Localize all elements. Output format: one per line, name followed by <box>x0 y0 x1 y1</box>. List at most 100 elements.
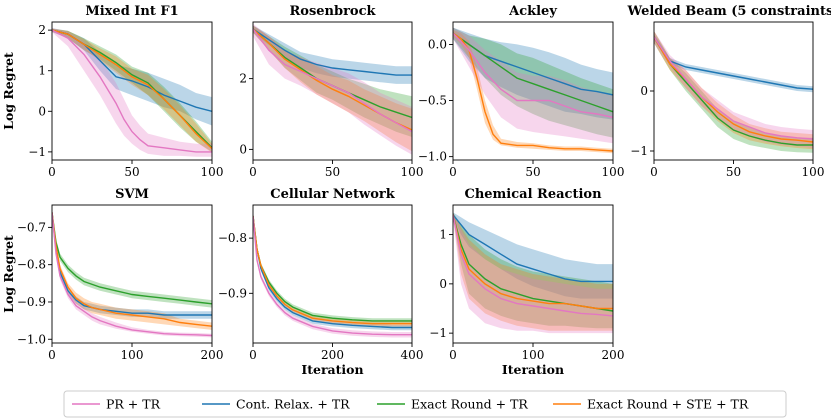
band-exact-round-ste-tr <box>253 213 412 327</box>
y-tick-label: −0.5 <box>418 94 447 108</box>
line-exact-round-tr <box>654 36 813 146</box>
line-exact-round-tr <box>453 32 613 113</box>
y-tick-label: 2 <box>239 72 247 86</box>
plot-area <box>253 23 412 155</box>
x-tick-label: 200 <box>321 348 344 362</box>
line-cont-relax-tr <box>453 214 613 283</box>
x-tick-label: 200 <box>201 348 224 362</box>
x-tick-label: 50 <box>726 165 741 179</box>
line-pr-tr <box>453 214 613 317</box>
line-pr-tr <box>253 28 412 133</box>
subplot-title: Ackley <box>508 4 557 19</box>
band-cont-relax-tr <box>654 34 813 93</box>
band-cont-relax-tr <box>453 27 613 120</box>
y-tick-label: −1 <box>630 144 648 158</box>
legend: PR + TR Cont. Relax. + TR Exact Round + … <box>63 390 787 418</box>
x-tick-label: 200 <box>602 348 625 362</box>
x-tick-label: 0 <box>48 348 56 362</box>
x-tick-label: 400 <box>401 348 424 362</box>
x-tick-label: 0 <box>650 165 658 179</box>
legend-label-exact-round-ste-tr: Exact Round + STE + TR <box>587 397 749 412</box>
x-tick-label: 50 <box>525 165 540 179</box>
subplot-title: Cellular Network <box>270 187 396 202</box>
band-exact-round-ste-tr <box>52 28 212 153</box>
y-tick-label: −1 <box>28 145 46 159</box>
y-tick-label: −0.8 <box>218 231 247 245</box>
line-pr-tr <box>453 32 613 119</box>
y-tick-label: −0.9 <box>17 295 46 309</box>
band-exact-round-tr <box>52 28 212 152</box>
subplot-title: SVM <box>115 187 149 202</box>
band-exact-round-tr <box>453 212 613 329</box>
y-axis-label: Log Regret <box>1 52 16 130</box>
band-pr-tr <box>52 28 212 157</box>
y-tick-label: 0 <box>239 142 247 156</box>
x-tick-label: 0 <box>249 165 257 179</box>
legend-frame <box>63 390 787 418</box>
y-axis-label: Log Regret <box>1 235 16 313</box>
line-cont-relax-tr <box>654 36 813 90</box>
subplot-title: Welded Beam (5 constraints) <box>627 4 831 19</box>
plot-area <box>453 212 613 334</box>
x-tick-label: 100 <box>201 165 224 179</box>
band-exact-round-tr <box>453 27 613 138</box>
line-pr-tr <box>253 215 412 336</box>
band-exact-round-ste-tr <box>453 212 613 331</box>
y-tick-label: −0.8 <box>17 258 46 272</box>
x-tick-label: 100 <box>121 348 144 362</box>
y-tick-label: 2 <box>38 23 46 37</box>
x-tick-label: 100 <box>401 165 424 179</box>
line-pr-tr <box>52 29 212 153</box>
y-tick-label: −0.9 <box>218 286 247 300</box>
line-exact-round-ste-tr <box>253 215 412 325</box>
y-tick-label: −1 <box>429 326 447 340</box>
y-tick-label: 0 <box>640 84 648 98</box>
subplot-title: Chemical Reaction <box>464 187 602 202</box>
y-tick-label: −1.0 <box>17 332 46 346</box>
line-pr-tr <box>654 36 813 140</box>
plot-area <box>253 213 412 338</box>
x-tick-label: 100 <box>802 165 825 179</box>
y-tick-label: 0 <box>38 104 46 118</box>
band-exact-round-ste-tr <box>453 29 613 154</box>
subplot-title: Rosenbrock <box>289 4 376 19</box>
y-tick-label: −1.0 <box>418 150 447 164</box>
plot-area <box>654 31 813 153</box>
band-exact-round-tr <box>52 208 212 308</box>
x-tick-label: 50 <box>124 165 139 179</box>
y-tick-label: −0.7 <box>17 220 46 234</box>
x-tick-label: 0 <box>48 165 56 179</box>
x-tick-label: 0 <box>449 348 457 362</box>
band-cont-relax-tr <box>453 212 613 299</box>
subplot-cellular-network: 0 200 400 −0.9 −0.8 Cellular Network Iteration <box>218 187 424 377</box>
line-cont-relax-tr <box>253 215 412 329</box>
band-pr-tr <box>453 27 613 144</box>
plot-area <box>453 27 613 154</box>
band-cont-relax-tr <box>253 25 412 84</box>
line-exact-round-ste-tr <box>52 212 212 327</box>
plot-area <box>52 208 212 338</box>
band-exact-round-ste-tr <box>253 25 412 152</box>
legend-label-pr-tr: PR + TR <box>106 397 161 412</box>
subplot-ackley: 0 50 100 −1.0 −0.5 0.0 Ackley <box>418 4 625 179</box>
x-axis-label: Iteration <box>502 362 564 377</box>
subplot-svm: 0 100 200 −1.0 −0.9 −0.8 −0.7 SVM Log Regret <box>1 187 223 362</box>
band-exact-round-tr <box>253 213 412 324</box>
y-tick-label: 0.0 <box>428 37 447 51</box>
line-cont-relax-tr <box>253 28 412 76</box>
y-tick-label: 1 <box>38 64 46 78</box>
x-axis-label: Iteration <box>301 362 363 377</box>
subplot-title: Mixed Int F1 <box>85 4 178 19</box>
band-pr-tr <box>453 212 613 334</box>
y-tick-label: 0 <box>439 277 447 291</box>
line-exact-round-ste-tr <box>453 214 613 310</box>
band-cont-relax-tr <box>253 213 412 331</box>
line-exact-round-ste-tr <box>453 32 613 152</box>
x-tick-label: 100 <box>602 165 625 179</box>
x-tick-label: 0 <box>449 165 457 179</box>
